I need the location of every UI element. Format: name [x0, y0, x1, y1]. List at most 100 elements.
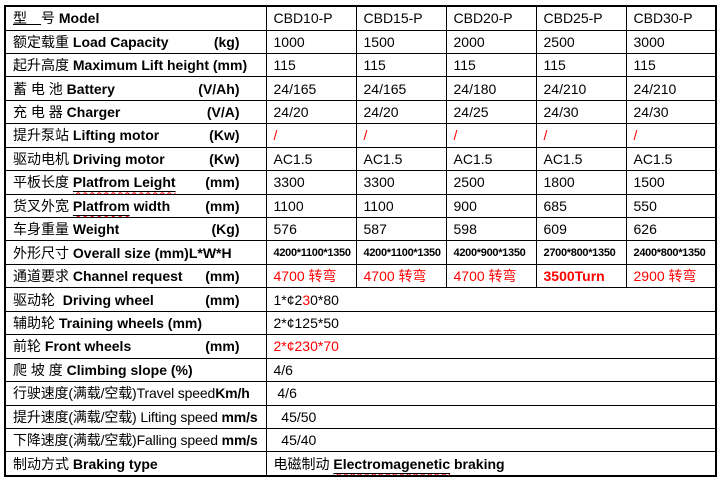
label-en: Falling speed	[136, 432, 222, 449]
cell-value-merged: 45/50	[265, 404, 717, 429]
cell-value: 4700 转弯	[265, 263, 357, 289]
label-unit: (mm)	[205, 197, 240, 214]
cell-value: 4700 转弯	[355, 263, 447, 289]
cell-value: /	[535, 123, 627, 148]
label-cn: 驱动电机	[13, 150, 73, 167]
label-cn-underlined: 型	[13, 10, 41, 27]
label-en: Maximum Lift height (mm)	[72, 57, 248, 74]
cell-value-merged: 4/6	[265, 381, 717, 406]
label-en: Braking type	[72, 455, 158, 472]
label-en: Channel request	[72, 268, 183, 285]
cell-value: 1500	[625, 170, 717, 195]
row-label-load-capacity: 额定载重 Load Capacity (kg)	[4, 29, 267, 54]
value-part-red: 3	[302, 291, 311, 308]
cell-value: 626	[625, 216, 717, 242]
cell-value: 576	[265, 216, 357, 242]
cell-value: 1100	[265, 193, 357, 219]
cell-value-merged: 2*¢230*70	[265, 334, 717, 359]
row-charger: 充 电 器 Charger (V/A) 24/20 24/20 24/25 24/…	[4, 99, 717, 125]
model-name-cbd20p: CBD20-P	[445, 5, 537, 31]
row-travel-speed: 行驶速度(满载/空载)Travel speed Km/h 4/6	[4, 381, 717, 406]
label-en: Travel speed	[136, 385, 216, 402]
cell-value-merged: 2*¢125*50	[265, 310, 717, 336]
cell-value: 1800	[535, 170, 627, 195]
row-battery: 蓄 电 池 Battery (V/Ah) 24/165 24/165 24/180…	[4, 76, 717, 101]
label-unit: mm/s	[221, 432, 258, 449]
label-cn: 额定载重	[13, 33, 73, 50]
label-unit: (Kw)	[209, 150, 240, 167]
spellcheck-squiggle: Platfrom Leight	[73, 174, 176, 190]
value-en-misspelled: Electromagenetic	[333, 455, 451, 472]
row-label-platform-length: 平板长度 Platfrom Leight (mm)	[4, 170, 267, 195]
row-channel-request: 通道要求 Channel request (mm) 4700 转弯 4700 转弯…	[4, 263, 717, 289]
row-label-lift-height: 起升高度 Maximum Lift height (mm)	[4, 52, 267, 78]
cell-value: 24/210	[625, 76, 717, 101]
cell-value: 4700 转弯	[445, 263, 537, 289]
label-en: Model	[58, 10, 100, 27]
value-cn: 电磁制动	[273, 455, 334, 472]
label-unit: (mm)	[205, 291, 240, 308]
cell-value: 24/165	[355, 76, 447, 101]
model-name-cbd15p: CBD15-P	[355, 5, 447, 31]
row-lifting-motor: 提升泵站 Lifting motor (Kw) / / / / /	[4, 123, 717, 148]
cell-value: 598	[445, 216, 537, 242]
row-platform-length: 平板长度 Platfrom Leight (mm) 3300 3300 2500 …	[4, 170, 717, 195]
label-en: Lifting motor	[72, 127, 160, 144]
cell-value: 24/210	[535, 76, 627, 101]
label-cn: 下降速度(满载/空载)	[13, 432, 137, 449]
label-cn: 前轮	[13, 338, 45, 355]
cell-value: 685	[535, 193, 627, 219]
cell-value: 2500	[445, 170, 537, 195]
row-lift-height: 起升高度 Maximum Lift height (mm) 115 115 11…	[4, 52, 717, 78]
cell-value: 3500Turn	[535, 263, 627, 289]
cell-value: 550	[625, 193, 717, 219]
row-label-falling-speed: 下降速度(满载/空载)Falling speed mm/s	[4, 427, 267, 453]
cell-value: 24/20	[265, 99, 357, 125]
spellcheck-squiggle: Platfrom	[73, 198, 130, 214]
label-en: Climbing slope (%)	[66, 361, 193, 378]
cell-value: /	[355, 123, 447, 148]
row-lifting-speed: 提升速度(满载/空载) Lifting speed mm/s 45/50	[4, 404, 717, 429]
cell-value: 1000	[265, 29, 357, 54]
cell-value: 2900 转弯	[625, 263, 717, 289]
label-en: Overall size (mm)L*W*H	[72, 244, 232, 261]
cell-value: 115	[535, 52, 627, 78]
row-label-driving-motor: 驱动电机 Driving motor (Kw)	[4, 146, 267, 172]
row-label-training-wheels: 辅助轮 Training wheels (mm)	[4, 310, 267, 336]
label-cn: 起升高度	[13, 57, 73, 74]
cell-value: 4200*1100*1350	[355, 240, 447, 265]
row-climbing-slope: 爬 坡 度 Climbing slope (%) 4/6	[4, 357, 717, 383]
label-cn: 驱动轮	[13, 291, 63, 308]
cell-value: 2400*800*1350	[625, 240, 717, 265]
cell-value: 587	[355, 216, 447, 242]
row-weight: 车身重量 Weight (Kg) 576 587 598 609 626	[4, 216, 717, 242]
label-cn: 提升泵站	[13, 127, 73, 144]
cell-value: 4200*1100*1350	[265, 240, 357, 265]
label-unit: (V/A)	[206, 104, 240, 121]
cell-value: 115	[355, 52, 447, 78]
cell-value-merged: 电磁制动 Electromagenetic braking	[265, 451, 717, 477]
cell-value: 24/180	[445, 76, 537, 101]
label-unit: (mm)	[205, 338, 240, 355]
label-cn: 外形尺寸	[13, 244, 73, 261]
model-name-cbd25p: CBD25-P	[535, 5, 627, 31]
row-label-lifting-motor: 提升泵站 Lifting motor (Kw)	[4, 123, 267, 148]
cell-value: 2500	[535, 29, 627, 54]
cell-value: 115	[265, 52, 357, 78]
cell-value: 1500	[355, 29, 447, 54]
cell-value: 24/30	[535, 99, 627, 125]
label-en: Lifting speed	[140, 408, 222, 425]
row-label-lifting-speed: 提升速度(满载/空载) Lifting speed mm/s	[4, 404, 267, 429]
cell-value: 1100	[355, 193, 447, 219]
row-model: 型 号 Model CBD10-P CBD15-P CBD20-P CBD25-…	[4, 5, 717, 31]
cell-value-merged: 4/6	[265, 357, 717, 383]
label-cn: 爬 坡 度	[13, 361, 67, 378]
label-en: Driving motor	[72, 150, 165, 167]
cell-value: AC1.5	[445, 146, 537, 172]
cell-value: /	[265, 123, 357, 148]
row-front-wheels: 前轮 Front wheels (mm) 2*¢230*70	[4, 334, 717, 359]
label-unit: (kg)	[213, 33, 240, 50]
label-unit: mm/s	[221, 408, 258, 425]
cell-value: 24/20	[355, 99, 447, 125]
label-unit: (V/Ah)	[198, 80, 240, 97]
